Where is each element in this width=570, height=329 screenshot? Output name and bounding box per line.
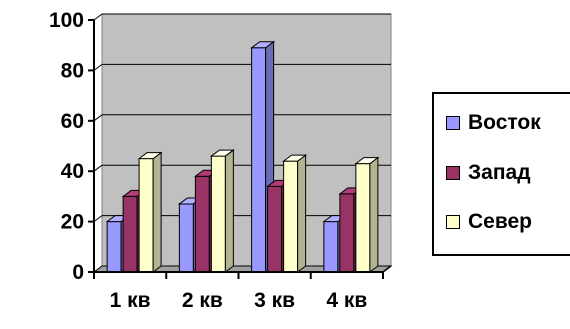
- bar-front: [194, 175, 210, 273]
- bar-front: [210, 155, 226, 273]
- gridline-side: [93, 13, 103, 21]
- bar-front: [283, 160, 299, 273]
- bar-top: [282, 154, 308, 162]
- bar: [137, 151, 163, 273]
- y-tick-label: 40: [61, 160, 84, 183]
- y-tick-label: 20: [61, 211, 84, 234]
- bar-front: [267, 185, 283, 273]
- legend-label-zapad: Запад: [468, 161, 531, 184]
- legend-swatch-vostok: [446, 116, 460, 130]
- bar: [209, 149, 235, 273]
- bar: [354, 156, 380, 273]
- bar-front: [251, 47, 267, 273]
- bars: [105, 40, 380, 273]
- legend-item-zapad: Запад: [446, 160, 531, 186]
- y-tick-label: 80: [61, 59, 84, 82]
- legend-label-vostok: Восток: [468, 111, 541, 134]
- x-tick-label: 4 кв: [326, 289, 367, 312]
- bar-top: [250, 41, 276, 49]
- gridline-side: [93, 164, 103, 172]
- bar-side: [369, 156, 379, 273]
- gridline-side: [93, 64, 103, 71]
- bar-side: [224, 149, 234, 273]
- bar-front: [178, 203, 194, 273]
- bar-front: [355, 163, 371, 273]
- gridline-side: [93, 114, 103, 122]
- bar: [282, 154, 308, 273]
- bar-front: [339, 193, 355, 273]
- legend-swatch-zapad: [446, 166, 460, 180]
- legend-item-vostok: Восток: [446, 110, 541, 136]
- tick-labels: 0 20 40 60 80 100 1 кв 2 кв 3 кв 4 кв: [49, 9, 367, 312]
- x-tick-label: 2 кв: [182, 289, 223, 312]
- bar-top: [354, 157, 380, 165]
- bar-top: [209, 149, 235, 157]
- bar-front: [138, 158, 154, 273]
- y-tick-label: 100: [49, 9, 84, 32]
- bar-side: [297, 154, 307, 273]
- bar-top: [137, 152, 163, 160]
- x-tick-label: 3 кв: [254, 289, 295, 312]
- legend-swatch-sever: [446, 215, 460, 229]
- y-tick-label: 0: [72, 261, 84, 284]
- legend: Восток Запад Север: [432, 92, 570, 256]
- gridline-side: [93, 215, 103, 223]
- bar-front: [323, 221, 339, 273]
- legend-item-sever: Север: [446, 209, 532, 235]
- bar-side: [152, 151, 162, 273]
- x-tick-label: 1 кв: [110, 289, 151, 312]
- legend-label-sever: Север: [468, 210, 532, 233]
- y-tick-label: 60: [61, 110, 84, 133]
- bar-front: [106, 221, 122, 273]
- x-axis-end: [382, 265, 392, 273]
- axes: [88, 19, 392, 279]
- bar-front: [122, 195, 138, 273]
- plot-area: [92, 13, 393, 273]
